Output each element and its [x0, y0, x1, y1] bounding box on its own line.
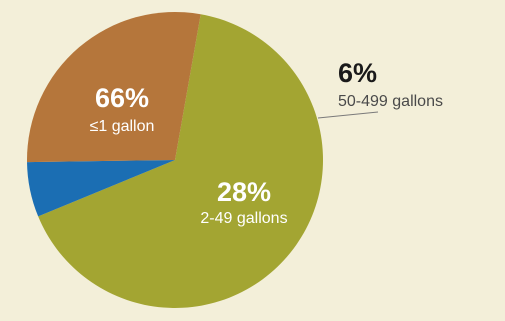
- slice-category-label-2-49-gallons: 2-49 gallons: [200, 210, 287, 227]
- slice-pct-label-2-49-gallons: 28%: [217, 177, 271, 207]
- slice-category-label-50-499-gallons: 50-499 gallons: [338, 93, 443, 110]
- slice-pct-label-50-499-gallons: 6%: [338, 58, 377, 88]
- slice-pct-label-1-gallon: 66%: [95, 83, 149, 113]
- leader-line-50-499-gallons: [318, 112, 378, 118]
- pie-slices: [27, 12, 323, 308]
- slice-category-label-1-gallon: ≤1 gallon: [90, 118, 155, 135]
